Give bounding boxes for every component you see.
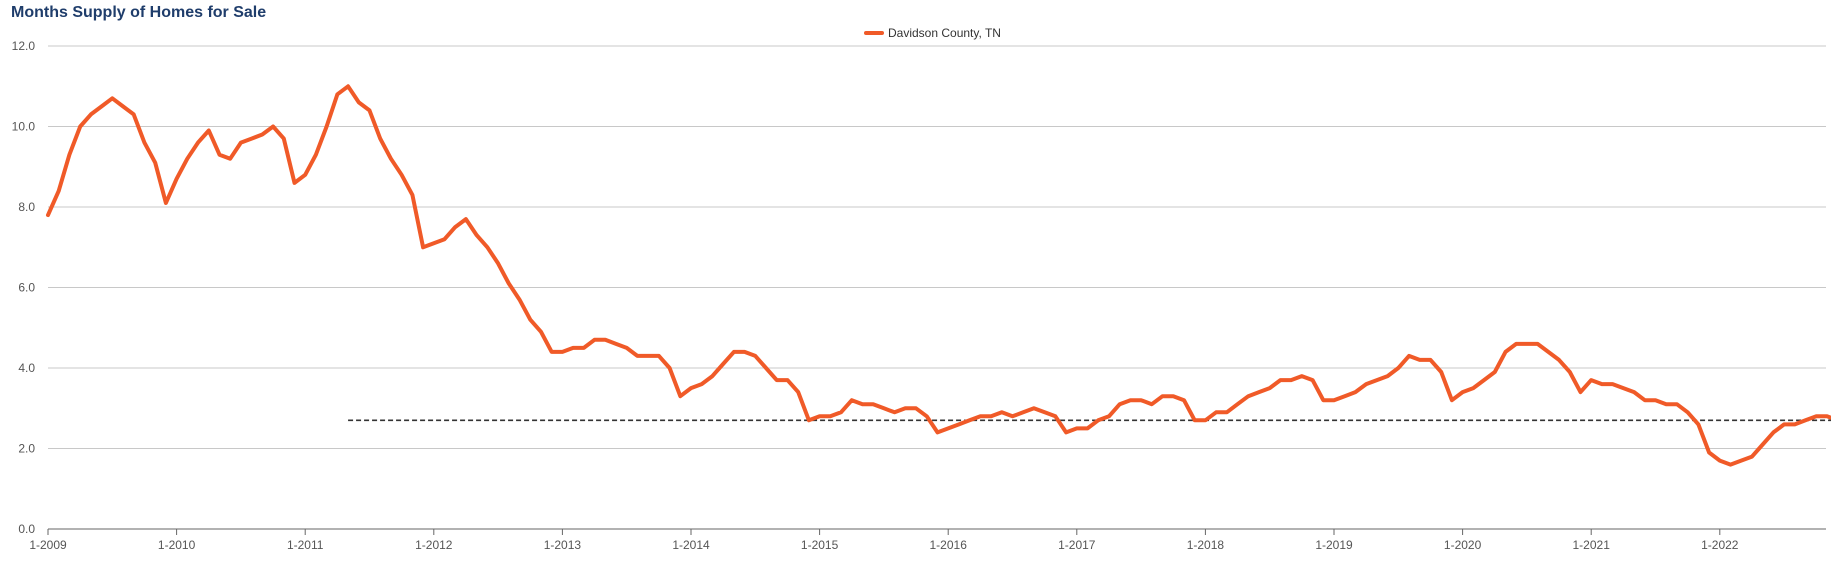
x-tick-label: 1-2011	[287, 538, 324, 552]
chart-title: Months Supply of Homes for Sale	[11, 4, 267, 21]
y-axis-ticks: 0.0 2.0 4.0 6.0 8.0 10.0 12.0	[12, 39, 36, 536]
series-line-davidson-county	[46, 84, 1831, 467]
x-tick-label: 1-2019	[1315, 538, 1353, 552]
x-tick-label: 1-2014	[672, 538, 710, 552]
legend-label: Davidson County, TN	[888, 26, 1001, 40]
y-tick-label: 6.0	[18, 281, 35, 295]
y-tick-label: 0.0	[18, 522, 35, 536]
x-tick-label: 1-2016	[930, 538, 968, 552]
series-group	[46, 84, 1831, 467]
x-tick-label: 1-2020	[1444, 538, 1482, 552]
y-tick-label: 2.0	[18, 442, 35, 456]
x-tick-label: 1-2018	[1187, 538, 1225, 552]
x-tick-label: 1-2012	[415, 538, 453, 552]
legend: Davidson County, TN	[864, 26, 1001, 40]
y-tick-label: 10.0	[12, 120, 36, 134]
x-tick-label: 1-2022	[1701, 538, 1739, 552]
grid-lines	[48, 45, 1826, 530]
x-tick-label: 1-2013	[544, 538, 582, 552]
x-tick-label: 1-2015	[801, 538, 839, 552]
x-tick-label: 1-2009	[29, 538, 67, 552]
x-tick-label: 1-2010	[158, 538, 196, 552]
x-tick-label: 1-2017	[1058, 538, 1096, 552]
x-axis-ticks: 1-2009 1-2010 1-2011 1-2012 1-2013 1-2014 1-20…	[29, 529, 1739, 552]
y-tick-label: 4.0	[18, 361, 35, 375]
x-tick-label: 1-2021	[1573, 538, 1611, 552]
y-tick-label: 12.0	[12, 39, 36, 53]
y-tick-label: 8.0	[18, 200, 35, 214]
